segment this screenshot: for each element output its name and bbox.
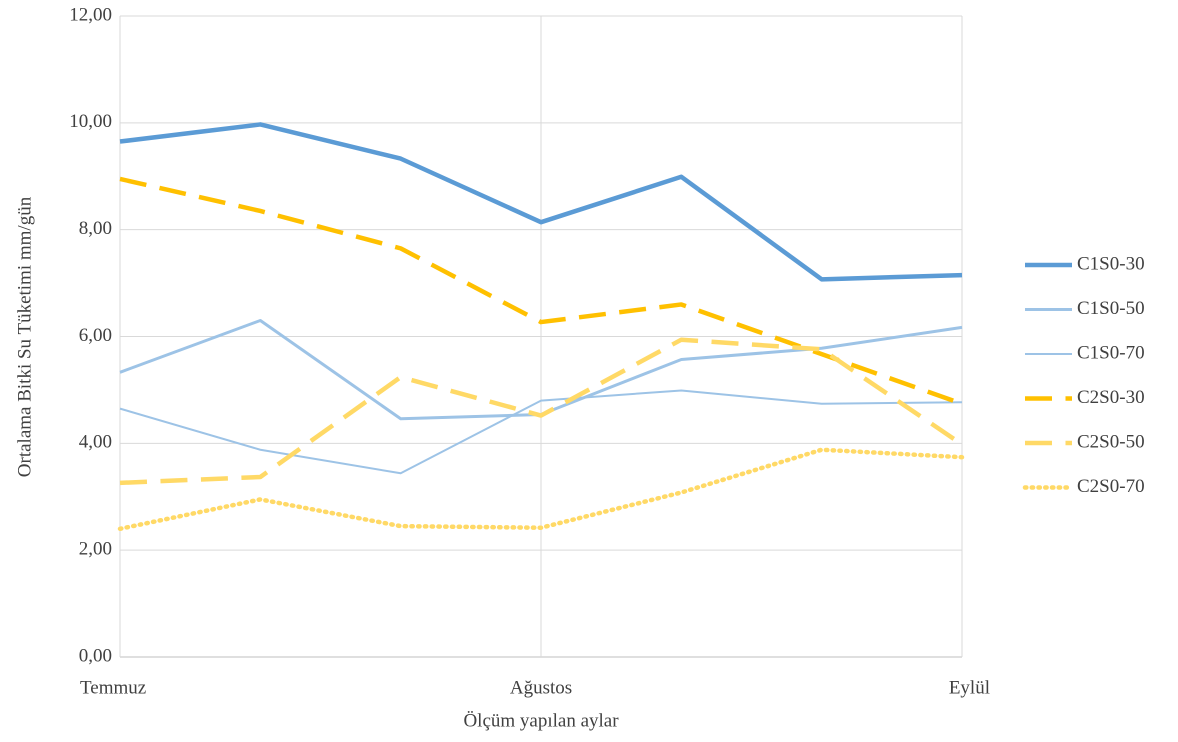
y-axis-title: Ortalama Bitki Su Tüketimi mm/gün (14, 196, 35, 477)
legend-label: C1S0-30 (1077, 253, 1145, 274)
legend-label: C2S0-70 (1077, 476, 1145, 497)
x-axis-title: Ölçüm yapılan aylar (463, 710, 619, 731)
y-tick-label: 6,00 (79, 325, 112, 346)
y-tick-label: 8,00 (79, 218, 112, 239)
y-tick-label: 0,00 (79, 645, 112, 666)
series-line (119, 337, 964, 486)
y-tick-label: 2,00 (79, 539, 112, 560)
y-tick-label: 4,00 (79, 432, 112, 453)
x-tick-label: Eylül (949, 677, 990, 698)
legend-label: C1S0-70 (1077, 342, 1145, 363)
x-tick-label: Ağustos (510, 677, 572, 698)
y-tick-label: 12,00 (69, 4, 112, 25)
series-line (119, 389, 963, 475)
legend-label: C2S0-30 (1077, 387, 1145, 408)
series-line (119, 122, 963, 282)
y-tick-label: 10,00 (69, 111, 112, 132)
legend-label: C2S0-50 (1077, 431, 1145, 452)
x-tick-label: Temmuz (80, 677, 146, 698)
series-line (119, 176, 963, 406)
series-line (117, 447, 965, 532)
legend-label: C1S0-50 (1077, 298, 1145, 319)
